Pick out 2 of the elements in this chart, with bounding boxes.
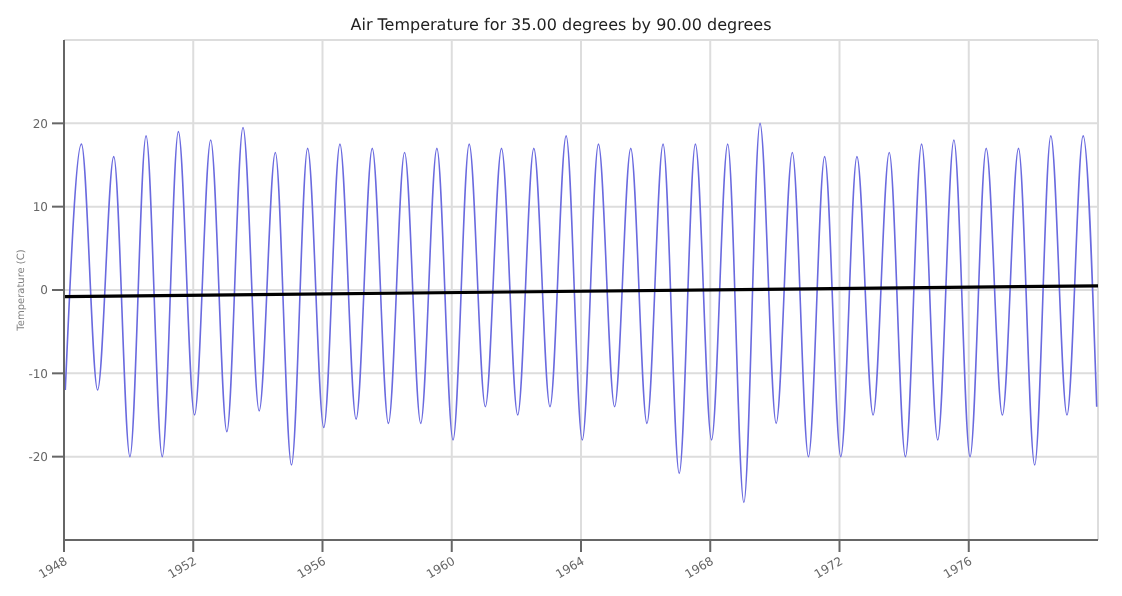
line-series: [64, 122, 1098, 504]
chart-title: Air Temperature for 35.00 degrees by 90.00 degrees: [348, 16, 774, 36]
